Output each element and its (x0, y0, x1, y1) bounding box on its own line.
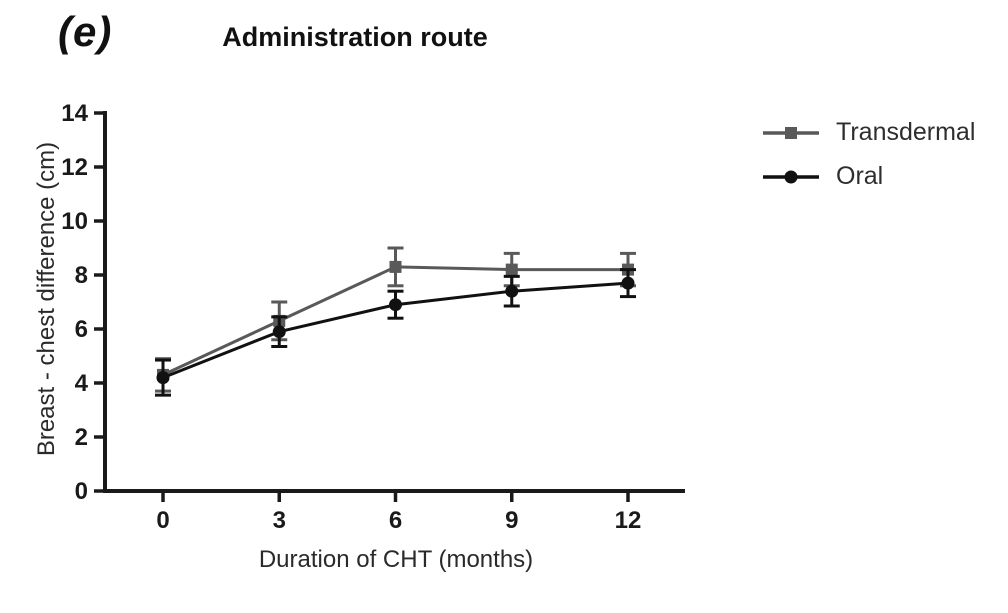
square-data-marker (505, 263, 518, 276)
x-axis-label: Duration of CHT (months) (258, 546, 534, 573)
y-axis-tick-label: 6 (75, 316, 88, 343)
circle-data-marker (505, 284, 519, 298)
circle-data-marker (389, 298, 402, 312)
x-axis-tick-label: 12 (615, 507, 642, 534)
y-axis-tick-label: 4 (75, 370, 89, 397)
x-axis-tick-label: 6 (389, 507, 402, 534)
chart-title: Administration route (222, 22, 488, 52)
y-axis-tick-label: 2 (75, 424, 88, 451)
legend-label-transdermal: Transdermal (836, 118, 976, 146)
y-axis-tick-label: 14 (61, 100, 88, 127)
circle-marker-line-icon (763, 170, 819, 183)
square-data-marker (389, 260, 402, 273)
y-axis-tick-label: 0 (75, 478, 88, 505)
y-axis-tick-label: 10 (61, 208, 88, 235)
x-axis-tick-label: 9 (505, 507, 518, 534)
y-axis-label: Breast - chest difference (cm) (33, 141, 60, 457)
legend-item-oral: Oral (762, 162, 975, 190)
panel-letter-label: (e) (58, 8, 113, 55)
legend-item-transdermal: Transdermal (762, 118, 976, 146)
x-axis-tick-label: 0 (156, 507, 169, 534)
y-axis-tick-label: 12 (61, 154, 88, 181)
legend-label-oral: Oral (836, 162, 884, 190)
x-axis-tick-label: 3 (273, 507, 286, 534)
series-oral (155, 268, 636, 397)
chart-legend: Transdermal Oral (762, 118, 976, 190)
circle-data-marker (272, 325, 286, 339)
square-marker-line-icon (763, 126, 819, 139)
circle-data-marker (621, 276, 635, 290)
circle-data-marker (156, 371, 170, 385)
y-axis-tick-label: 8 (75, 262, 88, 289)
